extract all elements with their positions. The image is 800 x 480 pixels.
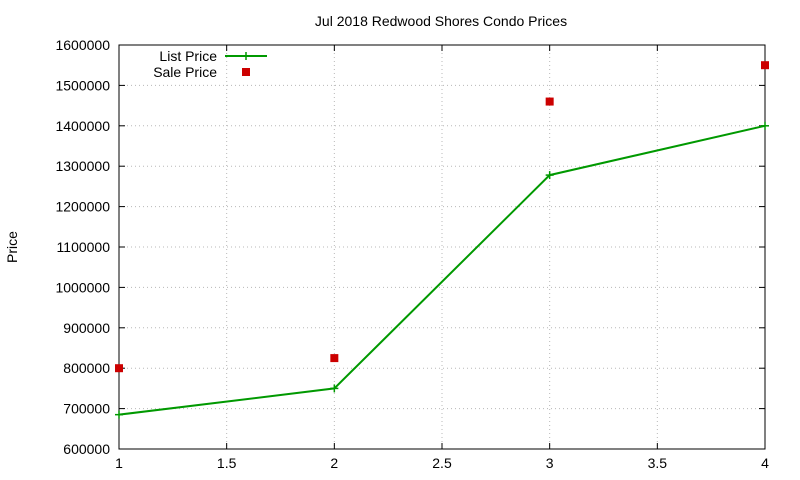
y-tick-label: 1600000 xyxy=(55,37,110,53)
x-tick-label: 3 xyxy=(546,455,554,471)
legend-marker xyxy=(242,52,250,60)
y-tick-label: 1100000 xyxy=(57,239,111,255)
data-point xyxy=(545,97,554,106)
series-list-price xyxy=(115,121,769,419)
series xyxy=(115,61,769,419)
series-line xyxy=(118,124,766,416)
y-tick-label: 600000 xyxy=(63,441,110,457)
legend-label: List Price xyxy=(159,48,217,64)
data-point xyxy=(115,410,123,419)
y-tick-label: 700000 xyxy=(63,401,110,417)
y-tick-label: 1200000 xyxy=(55,199,110,215)
x-tick-label: 1 xyxy=(115,455,123,471)
y-axis-label: Price xyxy=(4,231,20,263)
x-tick-label: 3.5 xyxy=(648,455,668,471)
series-sale-price xyxy=(115,61,769,373)
legend-label: Sale Price xyxy=(153,64,217,80)
y-tick-label: 1000000 xyxy=(55,279,110,295)
data-point xyxy=(761,61,769,70)
y-tick-label: 1300000 xyxy=(55,158,110,174)
grid xyxy=(119,45,765,449)
data-point xyxy=(330,384,339,393)
data-point xyxy=(761,121,769,130)
axis-ticks: 1 1.5 2 2.5 3 3.5 4 600000 700000 800000 900000 100… xyxy=(55,37,769,471)
x-tick-label: 2.5 xyxy=(432,455,452,471)
x-tick-label: 1.5 xyxy=(217,455,237,471)
x-tick-label: 4 xyxy=(761,455,769,471)
data-point xyxy=(330,354,339,363)
legend-marker xyxy=(242,68,250,76)
data-point xyxy=(115,364,123,373)
y-tick-label: 1400000 xyxy=(55,118,110,134)
y-tick-label: 800000 xyxy=(63,360,110,376)
chart-title: Jul 2018 Redwood Shores Condo Prices xyxy=(315,13,567,29)
x-tick-label: 2 xyxy=(330,455,338,471)
y-tick-label: 1500000 xyxy=(55,77,110,93)
data-point xyxy=(545,171,554,180)
y-tick-label: 900000 xyxy=(63,320,110,336)
